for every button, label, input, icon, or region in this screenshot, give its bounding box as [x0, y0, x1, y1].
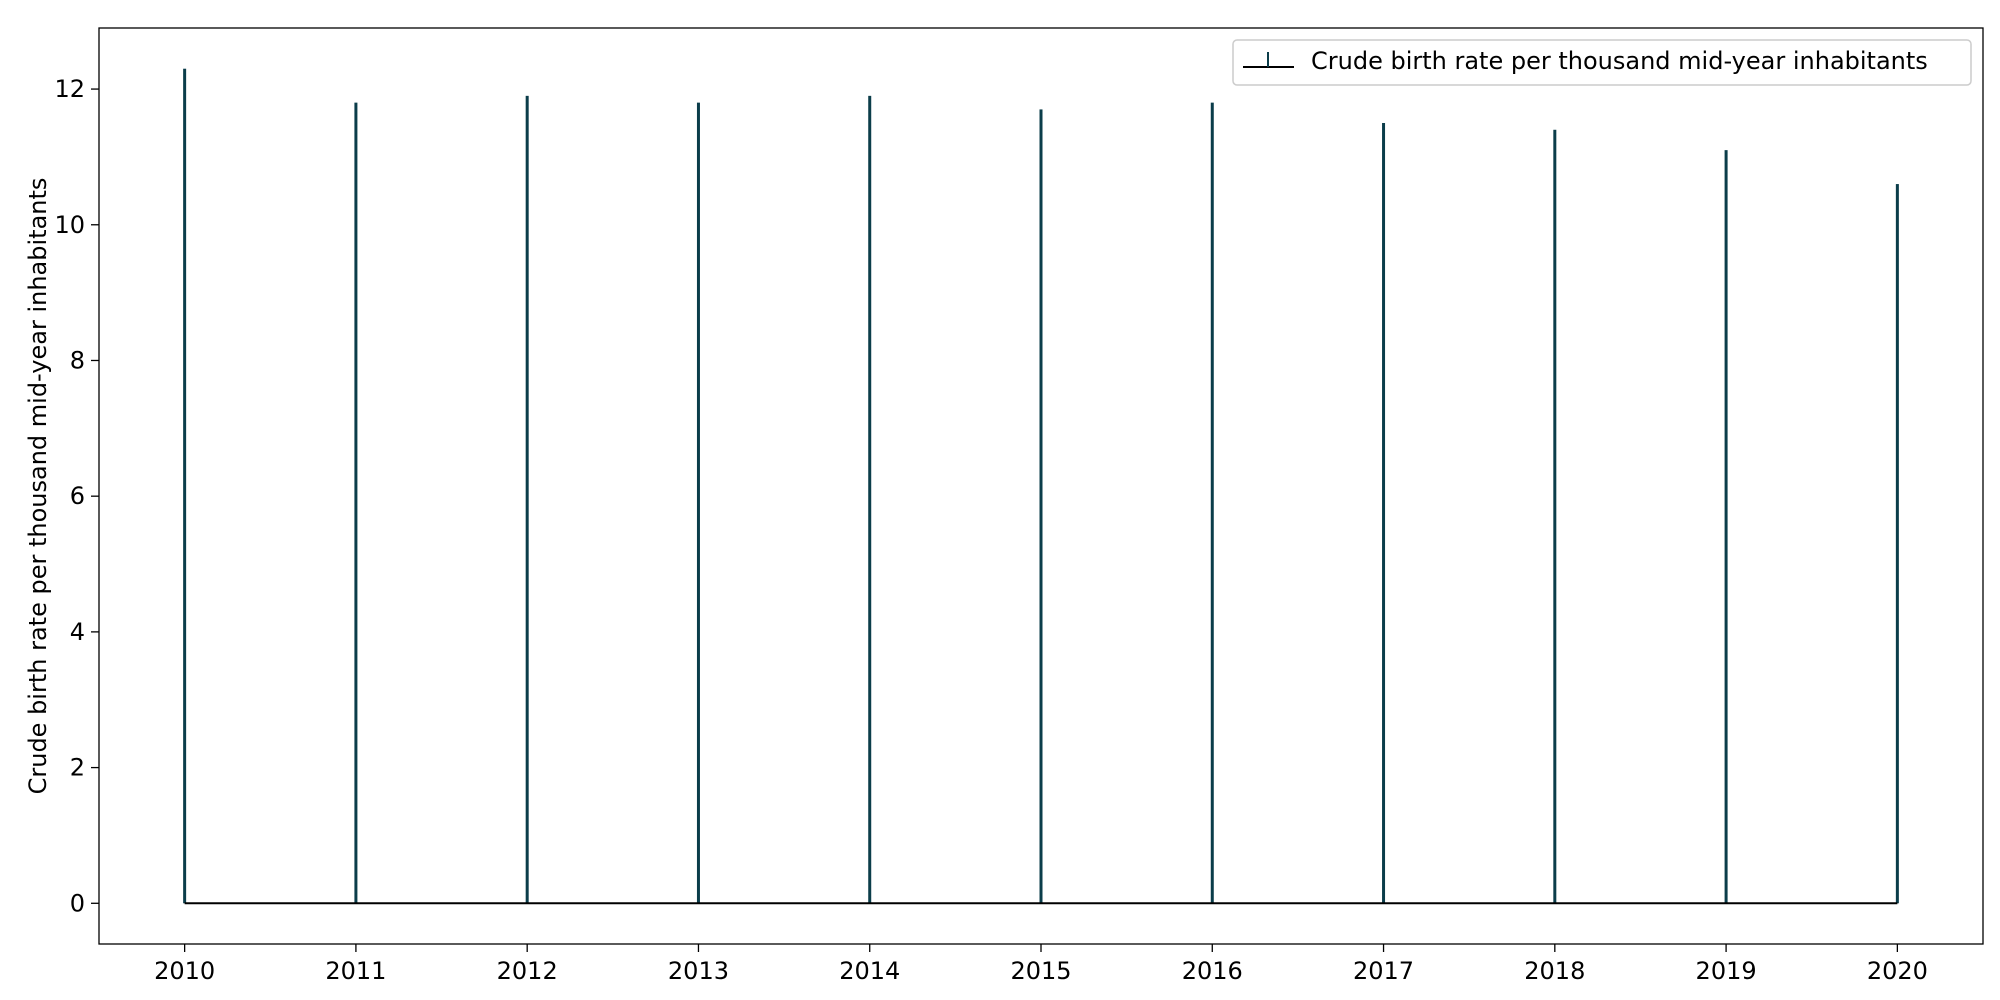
x-tick-label: 2012 — [497, 957, 558, 985]
y-tick-label: 2 — [70, 754, 85, 782]
bar-2017 — [1382, 122, 1386, 904]
bar-2018 — [1553, 129, 1557, 904]
y-tick-label: 0 — [70, 889, 85, 917]
bar-2013 — [696, 102, 700, 904]
y-axis: 0 2 4 6 8 10 12 — [54, 75, 99, 917]
bar-2011 — [354, 102, 358, 904]
bars-group — [183, 68, 1899, 904]
bar-2010 — [183, 68, 187, 904]
x-tick-label: 2010 — [154, 957, 215, 985]
y-tick-label: 8 — [70, 346, 85, 374]
y-tick-label: 4 — [70, 618, 85, 646]
x-tick-label: 2018 — [1524, 957, 1585, 985]
y-tick-label: 6 — [70, 482, 85, 510]
x-tick-label: 2016 — [1182, 957, 1243, 985]
x-axis: 2010 2011 2012 2013 2014 2015 2016 2017 2018 2019… — [154, 944, 1928, 985]
x-tick-label: 2019 — [1696, 957, 1757, 985]
y-tick-label: 12 — [54, 75, 85, 103]
bar-2019 — [1724, 150, 1728, 904]
y-tick-label: 10 — [54, 211, 85, 239]
x-tick-label: 2017 — [1353, 957, 1414, 985]
legend-box — [1232, 39, 1972, 86]
legend: Crude birth rate per thousand mid-year i… — [1232, 39, 1972, 86]
y-axis-label: Crude birth rate per thousand mid-year i… — [24, 178, 52, 795]
bar-2012 — [525, 95, 529, 904]
x-tick-label: 2015 — [1010, 957, 1071, 985]
x-tick-label: 2011 — [325, 957, 386, 985]
x-tick-label: 2014 — [839, 957, 900, 985]
x-tick-label: 2020 — [1867, 957, 1928, 985]
bar-2016 — [1210, 102, 1214, 904]
bar-2015 — [1039, 109, 1043, 904]
bar-2020 — [1895, 184, 1899, 904]
legend-label: Crude birth rate per thousand mid-year i… — [1311, 47, 1928, 75]
x-tick-label: 2013 — [668, 957, 729, 985]
bar-2014 — [868, 95, 872, 904]
